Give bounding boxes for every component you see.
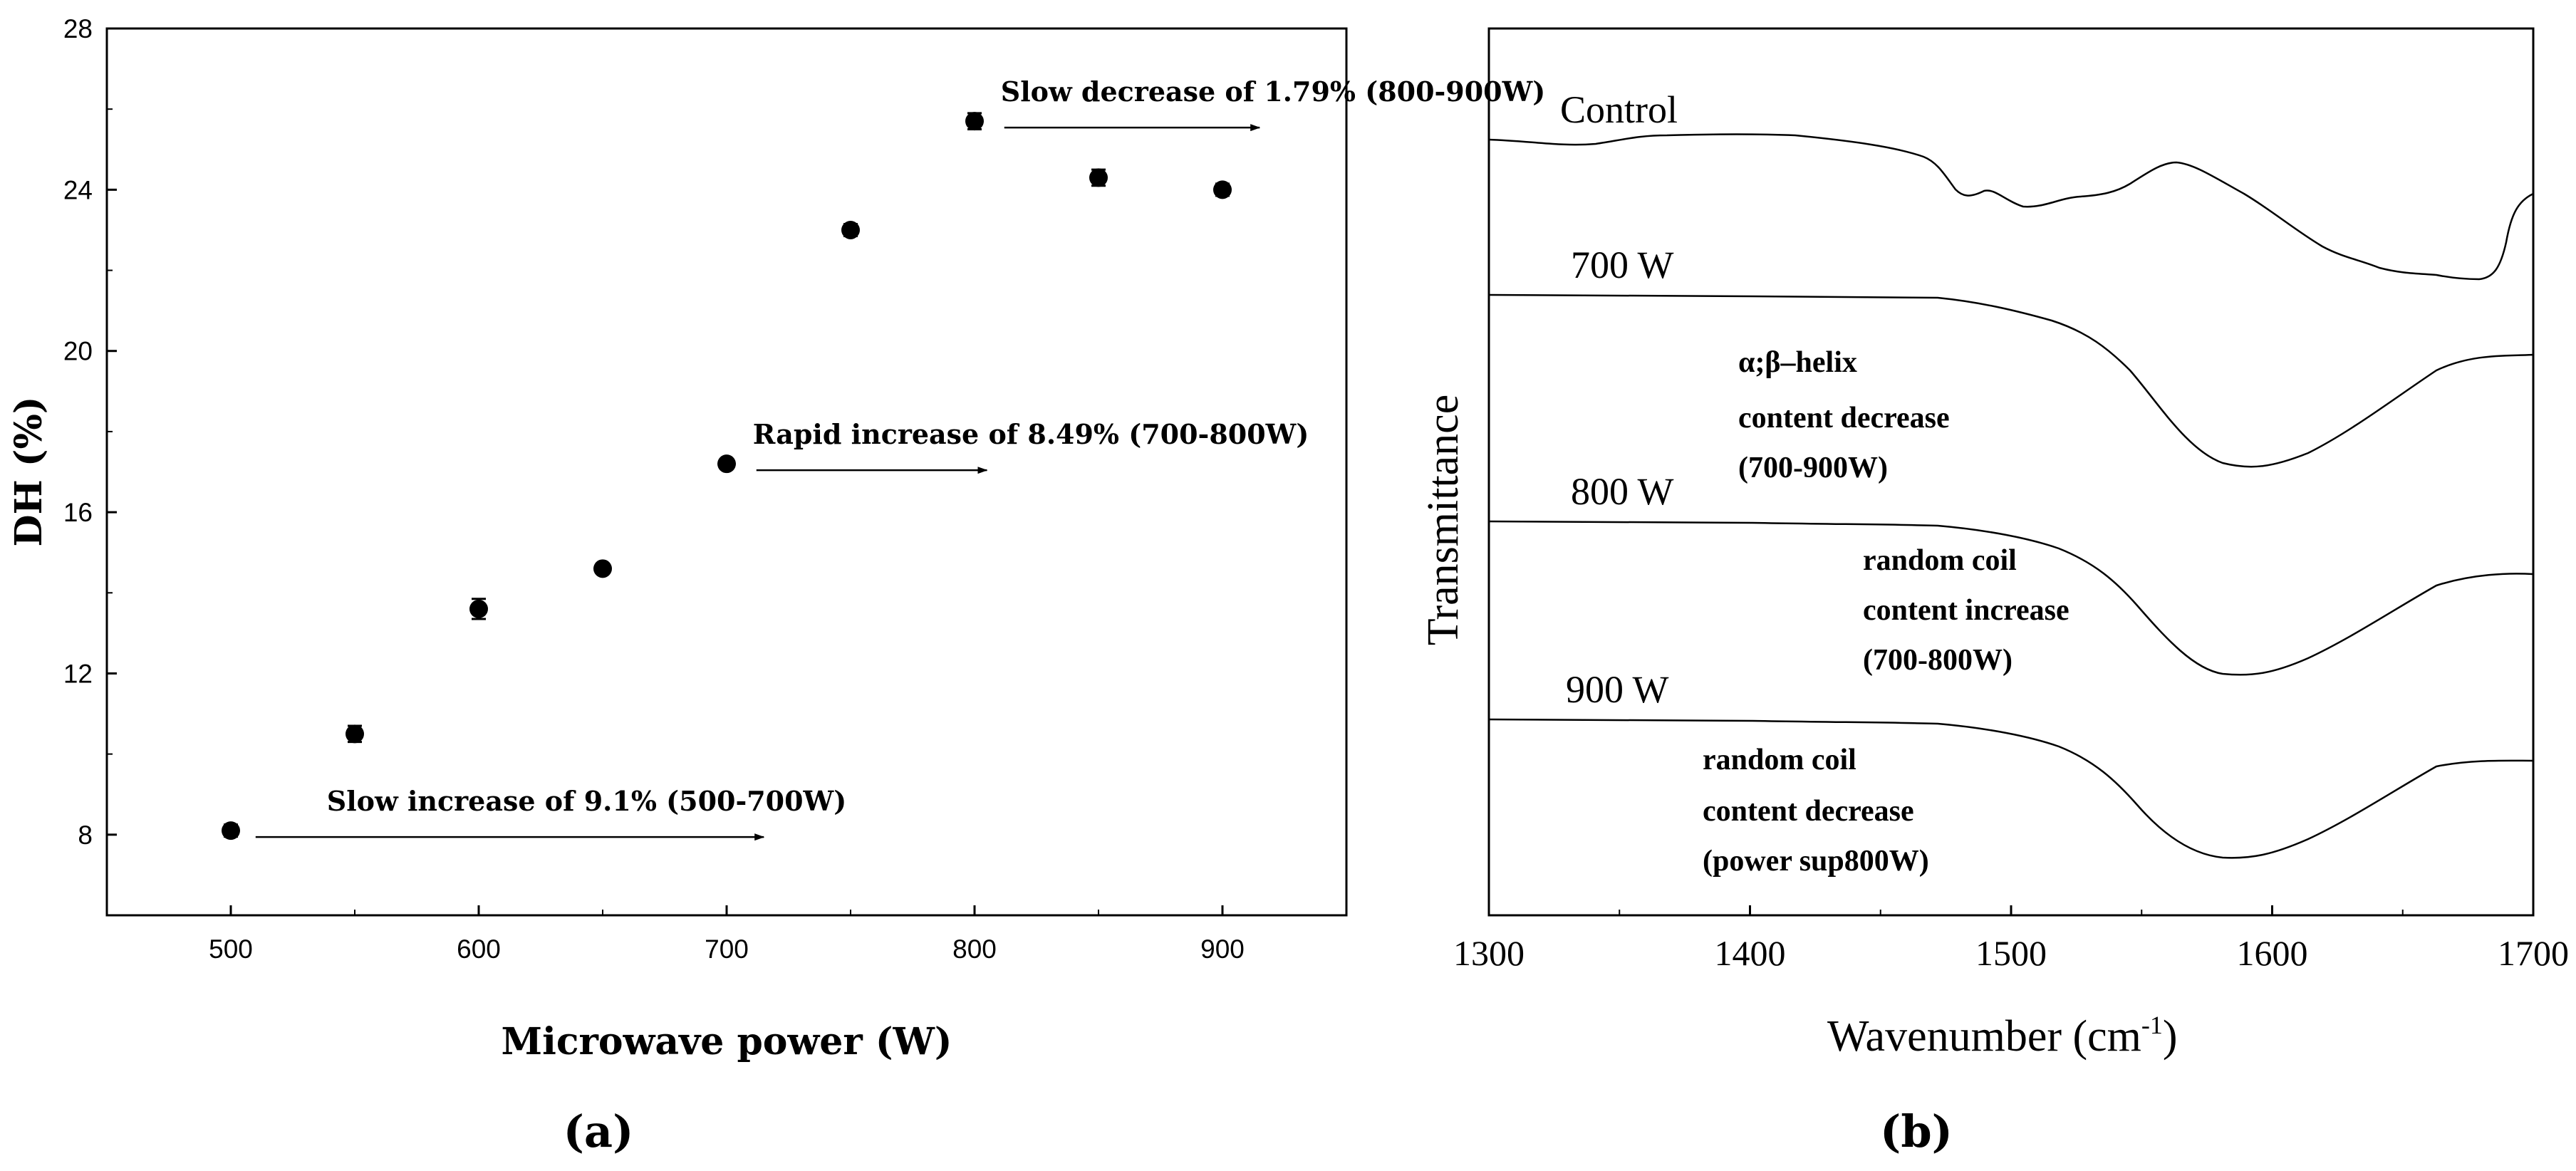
annotation-helix-line-2: content decrease (1738, 402, 1950, 434)
data-point-700w (717, 454, 736, 474)
panel-b-label: (b) (1880, 1105, 1953, 1157)
b-x-tick-label-1400: 1400 (1715, 933, 1786, 973)
panel-b-x-axis-title-end: ) (2163, 1012, 2178, 1061)
spectrum-control (1488, 133, 2534, 281)
x-tick-label-800: 800 (952, 935, 997, 964)
b-x-tick-label-1300: 1300 (1453, 933, 1525, 973)
data-point-750w (841, 220, 860, 239)
curve-label-800w: 800 W (1571, 470, 1674, 513)
panel-b-y-axis-title: Transmittance (1419, 395, 1468, 645)
data-point-900w (1213, 180, 1232, 199)
curve-label-control: Control (1560, 88, 1678, 131)
curve-label-700w: 700 W (1571, 244, 1674, 286)
panel-a-ticks: 500 600 700 800 900 8 12 16 20 24 28 (63, 14, 1347, 964)
annotation-coil-increase-line-2: content increase (1863, 594, 2069, 627)
y-tick-label-12: 12 (63, 659, 93, 688)
x-tick-label-700: 700 (705, 935, 749, 964)
annotation-helix: α;β–helix content decrease (700-900W) (1738, 346, 1950, 484)
b-x-tick-label-1600: 1600 (2237, 933, 2308, 973)
annotation-coil-decrease-line-2: content decrease (1703, 795, 1914, 828)
panel-a-x-axis-title: Microwave power (W) (502, 1020, 952, 1063)
annotation-text-1: Rapid increase of 8.49% (700-800W) (753, 418, 1309, 450)
panel-b-ticks: 1300 1400 1500 1600 1700 (1453, 905, 2569, 973)
annotation-coil-decrease: random coil content decrease (power sup8… (1703, 744, 1929, 878)
y-tick-label-16: 16 (63, 498, 93, 527)
data-point-850w (1089, 168, 1108, 187)
panel-a-label: (a) (564, 1105, 634, 1157)
b-x-tick-label-1700: 1700 (2498, 933, 2569, 973)
panel-b-x-axis-title-main: Wavenumber (cm (1827, 1012, 2141, 1061)
data-point-650w (593, 559, 612, 578)
spectrum-900w (1488, 718, 2534, 859)
panel-b-plot-frame (1487, 27, 2535, 917)
data-point-600w (469, 599, 488, 618)
annotation-coil-increase: random coil content increase (700-800W) (1863, 544, 2069, 677)
annotation-text-2: Slow decrease of 1.79% (800-900W) (1001, 76, 1546, 108)
panel-a-dh-vs-power: 500 600 700 800 900 8 12 16 20 24 28 Slow increase… (7, 14, 1545, 1157)
panel-b-ftir-spectra: 1300 1400 1500 1600 1700 Control 700 W 800 W… (1419, 27, 2569, 1157)
panel-a-annotations: Slow increase of 9.1% (500-700W) Rapid in… (255, 76, 1546, 841)
y-tick-label-8: 8 (78, 821, 93, 850)
y-tick-label-20: 20 (63, 337, 93, 366)
data-point-800w (965, 112, 984, 131)
annotation-helix-line-3: (700-900W) (1738, 452, 1888, 484)
annotation-coil-increase-line-3: (700-800W) (1863, 644, 2012, 677)
y-tick-label-28: 28 (63, 14, 93, 43)
x-tick-label-500: 500 (209, 935, 253, 964)
panel-b-x-axis-title: Wavenumber (cm-1) (1827, 1011, 2178, 1061)
x-tick-label-600: 600 (457, 935, 501, 964)
b-x-tick-label-1500: 1500 (1975, 933, 2047, 973)
y-tick-label-24: 24 (63, 175, 93, 204)
annotation-helix-line-1: α;β–helix (1738, 346, 1857, 379)
data-point-550w (346, 724, 364, 744)
spectrum-800w (1488, 520, 2534, 676)
panel-a-plot-frame (105, 27, 1348, 917)
curve-label-900w: 900 W (1566, 668, 1669, 711)
annotation-coil-decrease-line-3: (power sup800W) (1703, 845, 1929, 878)
panel-b-x-axis-title-sup: -1 (2141, 1011, 2163, 1039)
panel-a-y-axis-title: DH (%) (7, 397, 51, 547)
panel-a-data-points (222, 112, 1232, 840)
data-point-500w (222, 821, 240, 840)
x-tick-label-900: 900 (1200, 935, 1245, 964)
spectrum-700w (1488, 293, 2534, 468)
annotation-text-0: Slow increase of 9.1% (500-700W) (327, 785, 846, 817)
annotation-coil-decrease-line-1: random coil (1703, 744, 1856, 776)
annotation-coil-increase-line-1: random coil (1863, 544, 2017, 577)
